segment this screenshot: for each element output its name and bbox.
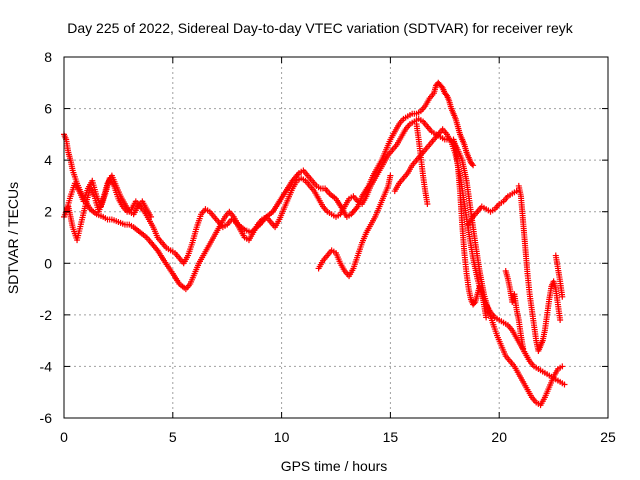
data-point <box>438 83 445 90</box>
data-point <box>561 381 568 388</box>
tick-labels: 0 5 10 15 20 25 -6 -4 -2 0 2 4 6 8 <box>40 49 616 445</box>
data-point <box>520 345 527 352</box>
data-point <box>424 200 431 207</box>
series-trace-1 <box>61 79 477 293</box>
y-axis-label: SDTVAR / TECUs <box>5 182 21 294</box>
data-point <box>483 314 490 321</box>
data-point <box>559 363 566 370</box>
plot-frame <box>63 56 609 419</box>
series-trace-9 <box>502 268 527 352</box>
series-trace-6 <box>450 136 490 321</box>
y-tick-label: 8 <box>44 49 52 65</box>
x-tick-label: 10 <box>274 429 290 445</box>
x-tick-label: 0 <box>60 429 68 445</box>
data-marks <box>61 79 568 409</box>
series-trace-8 <box>515 182 564 354</box>
data-point <box>442 91 449 98</box>
y-tick-label: -2 <box>40 307 53 323</box>
y-tick-label: 4 <box>44 152 52 168</box>
y-tick-label: -4 <box>40 358 53 374</box>
x-axis-label: GPS time / hours <box>281 458 388 474</box>
data-point <box>557 317 564 324</box>
data-point <box>469 161 475 168</box>
grid <box>64 57 608 418</box>
x-tick-label: 25 <box>600 429 616 445</box>
data-point <box>513 188 520 195</box>
data-point <box>470 162 477 169</box>
series-trace-3 <box>61 172 155 244</box>
x-tick-label: 15 <box>383 429 399 445</box>
y-tick-label: -6 <box>40 410 53 426</box>
chart-title: Day 225 of 2022, Sidereal Day-to-day VTE… <box>67 20 573 36</box>
x-tick-label: 20 <box>491 429 507 445</box>
y-tick-label: 0 <box>44 255 52 271</box>
data-point <box>148 213 155 220</box>
series-trace-10 <box>552 252 566 300</box>
data-point <box>387 172 394 179</box>
series-trace-4 <box>315 172 394 280</box>
series-trace-11 <box>413 121 431 207</box>
y-tick-label: 2 <box>44 204 52 220</box>
series-trace-7 <box>465 188 520 228</box>
data-point <box>559 293 566 300</box>
y-tick-label: 6 <box>44 101 52 117</box>
axis-ticks <box>63 56 609 419</box>
x-tick-label: 5 <box>169 429 177 445</box>
data-point <box>471 300 478 307</box>
